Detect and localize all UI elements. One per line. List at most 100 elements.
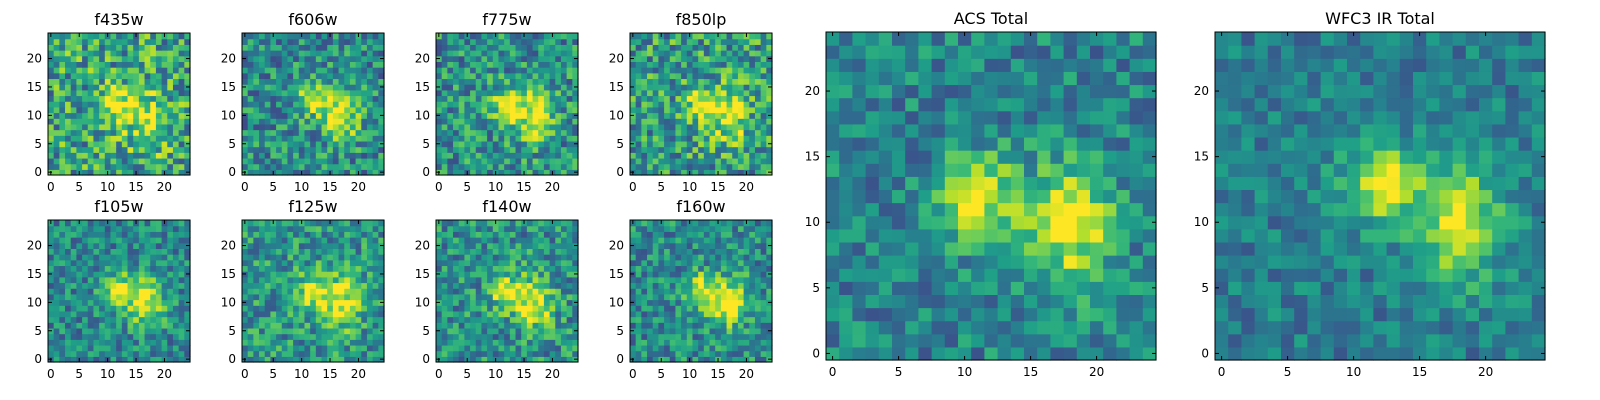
heatmap-cell xyxy=(441,118,448,125)
heatmap-cell xyxy=(754,89,762,97)
heatmap-cell xyxy=(566,220,573,227)
heatmap-cell xyxy=(155,38,163,45)
heatmap-cell xyxy=(138,101,146,108)
heatmap-cell xyxy=(664,163,671,170)
heatmap-cell xyxy=(669,89,677,97)
heatmap-cell xyxy=(749,84,756,91)
heatmap-cell xyxy=(504,327,511,335)
heatmap-cell xyxy=(549,282,556,289)
heatmap-cell xyxy=(481,220,488,227)
heatmap-cell xyxy=(276,333,283,340)
heatmap-cell xyxy=(127,242,134,249)
heatmap-cell xyxy=(59,339,66,346)
heatmap-cell xyxy=(59,305,66,312)
heatmap-cell xyxy=(82,106,89,114)
heatmap-cell xyxy=(121,248,129,255)
heatmap-cell xyxy=(315,55,323,62)
heatmap-cell xyxy=(264,140,271,148)
heatmap-cell xyxy=(436,146,443,153)
heatmap-cell xyxy=(641,106,648,114)
heatmap-cell xyxy=(538,129,545,136)
heatmap-cell xyxy=(121,265,129,272)
heatmap-cell xyxy=(161,225,168,232)
heatmap-cell xyxy=(253,350,260,357)
heatmap-cell xyxy=(327,129,334,136)
heatmap-cell xyxy=(264,33,271,40)
heatmap-cell xyxy=(281,248,289,255)
heatmap-cell xyxy=(87,118,95,125)
heatmap-cell xyxy=(641,327,648,335)
heatmap-cell xyxy=(293,333,300,340)
heatmap-cell xyxy=(447,248,454,255)
heatmap-cell xyxy=(766,305,773,312)
heatmap-cell xyxy=(184,220,191,227)
heatmap-cell xyxy=(458,248,465,255)
y-tick-label: 20 xyxy=(27,239,42,253)
heatmap-cell xyxy=(99,146,106,153)
heatmap-cell xyxy=(652,89,659,97)
heatmap-cell xyxy=(93,322,100,329)
heatmap-cell xyxy=(110,310,117,318)
heatmap-cell xyxy=(332,72,340,80)
x-tick-label: 5 xyxy=(75,367,83,381)
heatmap-cell xyxy=(281,84,289,91)
heatmap-cell xyxy=(498,112,505,119)
heatmap-cell xyxy=(681,61,688,68)
heatmap-cell xyxy=(87,169,95,176)
heatmap-cell xyxy=(310,254,317,261)
heatmap-cell xyxy=(48,135,55,142)
heatmap-cell xyxy=(487,322,494,329)
heatmap-cell xyxy=(172,333,180,340)
heatmap-cell xyxy=(321,123,328,131)
heatmap-cell xyxy=(709,271,716,278)
heatmap-cell xyxy=(464,316,471,323)
heatmap-cell xyxy=(281,356,289,363)
heatmap-cell xyxy=(242,50,249,57)
heatmap-cell xyxy=(766,89,773,97)
heatmap-cell xyxy=(566,276,573,284)
heatmap-cell xyxy=(99,344,106,352)
heatmap-cell xyxy=(475,118,483,125)
heatmap-cell xyxy=(264,129,271,136)
heatmap-cell xyxy=(315,72,323,80)
heatmap-cell xyxy=(87,237,95,244)
heatmap-cell xyxy=(344,350,351,357)
heatmap-cell xyxy=(65,271,72,278)
heatmap-cell xyxy=(321,305,328,312)
heatmap-cell xyxy=(315,356,323,363)
heatmap-cell xyxy=(566,106,573,114)
heatmap-cell xyxy=(321,288,328,295)
heatmap-cell xyxy=(161,123,168,131)
heatmap-cell xyxy=(276,220,283,227)
heatmap-cell xyxy=(749,33,756,40)
heatmap-cell xyxy=(720,288,728,295)
heatmap-cell xyxy=(726,38,733,45)
heatmap-cell xyxy=(355,242,362,249)
heatmap-cell xyxy=(59,248,66,255)
heatmap-cell xyxy=(378,316,385,323)
heatmap-cell xyxy=(167,271,174,278)
heatmap-cell xyxy=(65,55,72,62)
heatmap-cell xyxy=(366,265,374,272)
heatmap-cell xyxy=(87,350,95,357)
heatmap-cell xyxy=(715,350,722,357)
heatmap-cell xyxy=(366,316,374,323)
heatmap-cell xyxy=(641,322,648,329)
heatmap-cell xyxy=(630,316,637,323)
heatmap-cell xyxy=(436,293,443,301)
heatmap-cell xyxy=(242,310,249,318)
heatmap-cell xyxy=(641,282,648,289)
heatmap-cell xyxy=(372,55,379,62)
heatmap-cell xyxy=(242,123,249,131)
heatmap-cell xyxy=(720,84,728,91)
heatmap-cell xyxy=(99,305,106,312)
heatmap-cell xyxy=(70,220,77,227)
heatmap-cell xyxy=(65,152,72,159)
heatmap-cell xyxy=(681,276,688,284)
heatmap-cell xyxy=(453,146,460,153)
heatmap-cell xyxy=(504,305,511,312)
heatmap-cell xyxy=(715,322,722,329)
heatmap-cell xyxy=(110,72,117,80)
heatmap-cell xyxy=(276,271,283,278)
heatmap-cell xyxy=(754,140,762,148)
